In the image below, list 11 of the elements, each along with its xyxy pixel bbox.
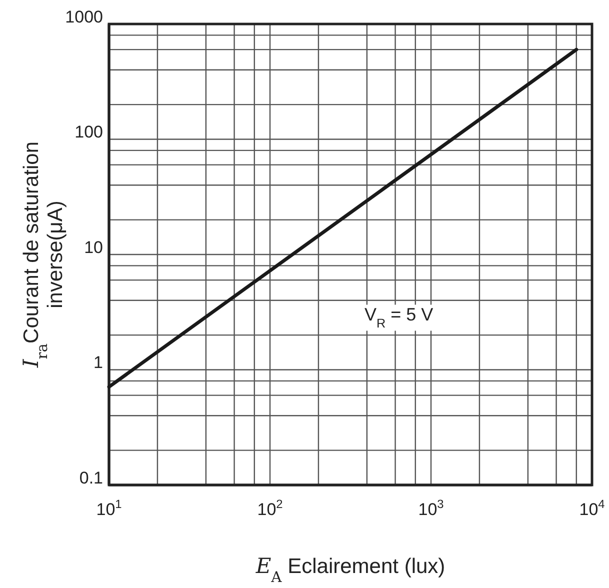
y-tick-label: 1000 xyxy=(65,7,103,26)
x-tick-label: 10$^{1}$ xyxy=(96,497,122,519)
x-tick-label: 10$^{3}$ xyxy=(418,497,444,519)
y-tick-label: 0.1 xyxy=(79,468,103,488)
annotation: V$_{R}$ = 5 V xyxy=(364,304,434,331)
y-tick-label: 10 xyxy=(84,238,103,257)
x-tick-label: 10$^{4}$ xyxy=(579,497,606,519)
x-tick-label: 10$^{2}$ xyxy=(257,497,284,519)
y-tick-label: 100 xyxy=(74,122,103,142)
y-tick-label: 1 xyxy=(94,353,103,372)
x-axis-title: E$_{A}$ Eclairement (lux) xyxy=(254,554,446,586)
